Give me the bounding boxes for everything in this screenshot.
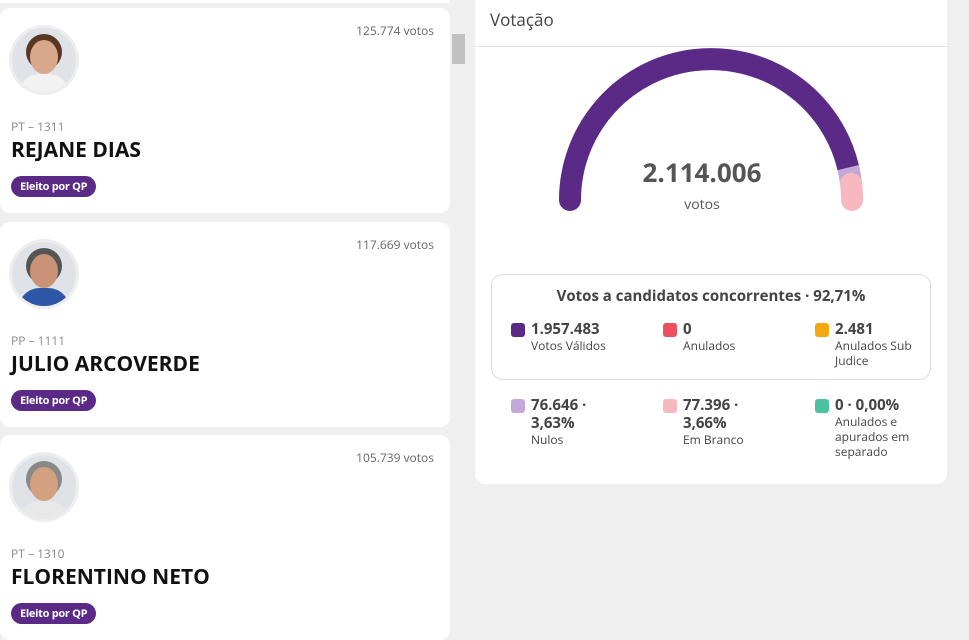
legend-label: Anulados [683, 337, 736, 354]
photo-face [30, 467, 58, 501]
scrollbar-thumb[interactable] [452, 34, 465, 64]
legend-label: Votos Válidos [531, 337, 606, 354]
vote-count: 125.774 votos [356, 22, 434, 39]
legend-item: 77.396 · 3,66% Em Branco [663, 396, 773, 447]
photo-face [30, 254, 58, 288]
legend-swatch [511, 399, 525, 413]
candidate-card: 105.739 votos PT – 1310 FLORENTINO NETO Ele… [0, 435, 450, 640]
party-number: PT – 1310 [11, 545, 65, 562]
legend-swatch [815, 399, 829, 413]
photo-body [18, 74, 70, 92]
candidate-name: FLORENTINO NETO [11, 563, 210, 591]
photo-face [30, 40, 58, 74]
legend-swatch [815, 323, 829, 337]
box-title: Votos a candidatos concorrentes · 92,71% [556, 286, 866, 306]
legend-value: 77.396 · 3,66% [683, 395, 739, 433]
total-votes: 2.114.006 [643, 154, 762, 190]
candidate-name: REJANE DIAS [11, 136, 141, 164]
legend-label: Anulados Sub Judice [835, 337, 912, 369]
legend-item: 2.481 Anulados Sub Judice [815, 320, 925, 368]
panel-title: Votação [490, 8, 554, 31]
legend-value: 0 · 0,00% [835, 395, 900, 415]
candidate-photo [9, 25, 79, 95]
party-number: PP – 1111 [11, 332, 66, 349]
legend-value: 2.481 [835, 319, 874, 339]
legend-label: Em Branco [683, 431, 744, 448]
candidates-box: Votos a candidatos concorrentes · 92,71% [491, 274, 931, 380]
candidate-name: JULIO ARCOVERDE [11, 350, 200, 378]
legend-swatch [511, 323, 525, 337]
gauge-blank [840, 172, 864, 211]
candidate-card: 117.669 votos PP – 1111 JULIO ARCOVERDE Ele… [0, 222, 450, 427]
legend-item: 0 Anulados [663, 320, 773, 353]
divider [475, 46, 947, 47]
legend-swatch [663, 399, 677, 413]
voting-panel: Votação 2.114.006 votos Votos a candidat… [475, 0, 947, 484]
card-edge [0, 0, 450, 3]
legend-label: Anulados e apurados em separado [835, 413, 910, 460]
legend-value: 76.646 · 3,63% [531, 395, 587, 433]
legend-value: 1.957.483 [531, 319, 600, 339]
vote-count: 105.739 votos [356, 449, 434, 466]
elected-badge: Eleito por QP [11, 176, 97, 197]
legend-swatch [663, 323, 677, 337]
elected-badge: Eleito por QP [11, 603, 97, 624]
photo-body [18, 288, 70, 306]
gauge-valid [559, 48, 860, 211]
vote-count: 117.669 votos [356, 236, 434, 253]
legend-item: 1.957.483 Votos Válidos [511, 320, 621, 353]
elected-badge: Eleito por QP [11, 390, 97, 411]
legend-item: 76.646 · 3,63% Nulos [511, 396, 621, 447]
legend-item: 0 · 0,00% Anulados e apurados em separado [815, 396, 925, 459]
legend-label: Nulos [531, 431, 564, 448]
total-unit: votos [684, 195, 720, 214]
party-number: PT – 1311 [11, 118, 65, 135]
candidate-photo [9, 239, 79, 309]
legend-value: 0 [683, 319, 692, 339]
candidate-card: 125.774 votos PT – 1311 REJANE DIAS Eleito … [0, 8, 450, 213]
photo-body [18, 501, 70, 519]
gauge: 2.114.006 votos [559, 48, 864, 214]
candidate-photo [9, 452, 79, 522]
